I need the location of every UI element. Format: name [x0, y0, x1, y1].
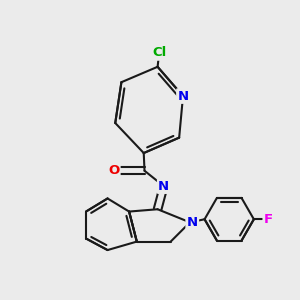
Text: Cl: Cl: [152, 46, 166, 59]
Text: N: N: [158, 180, 169, 193]
Text: N: N: [177, 90, 189, 103]
Text: F: F: [264, 213, 273, 226]
Text: N: N: [187, 216, 198, 229]
Text: O: O: [108, 164, 119, 177]
